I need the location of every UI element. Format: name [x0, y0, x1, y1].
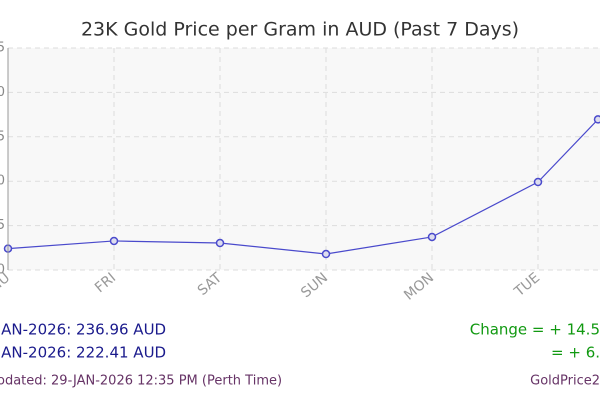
data-point: [429, 233, 436, 240]
data-point: [595, 116, 600, 123]
change-value: Change = + 14.5: [470, 321, 600, 339]
updated-time: odated: 29-JAN-2026 12:35 PM (Perth Time…: [0, 374, 282, 389]
x-tick-label: THU: [0, 270, 13, 302]
x-tick-label: SUN: [298, 270, 331, 301]
x-tick-label: TUE: [511, 270, 543, 301]
data-point: [323, 251, 330, 258]
data-point: [217, 240, 224, 247]
data-point: [535, 178, 542, 185]
y-tick-label: 225: [0, 218, 5, 233]
change-percent: = + 6.: [551, 344, 600, 362]
chart-title: 23K Gold Price per Gram in AUD (Past 7 D…: [81, 19, 519, 41]
data-point: [111, 237, 118, 244]
y-tick-label: 230: [0, 174, 5, 189]
y-tick-label: 245: [0, 41, 5, 56]
x-tick-label: FRI: [92, 270, 119, 296]
x-tick-label: SAT: [195, 270, 226, 299]
plot-area: [8, 48, 600, 270]
y-tick-label: 240: [0, 85, 5, 100]
y-tick-label: 235: [0, 129, 5, 144]
x-tick-label: MON: [401, 270, 437, 304]
latest-price: JAN-2026: 236.96 AUD: [0, 321, 166, 339]
site-name: GoldPrice2: [530, 374, 600, 389]
earliest-price: JAN-2026: 222.41 AUD: [0, 344, 166, 362]
